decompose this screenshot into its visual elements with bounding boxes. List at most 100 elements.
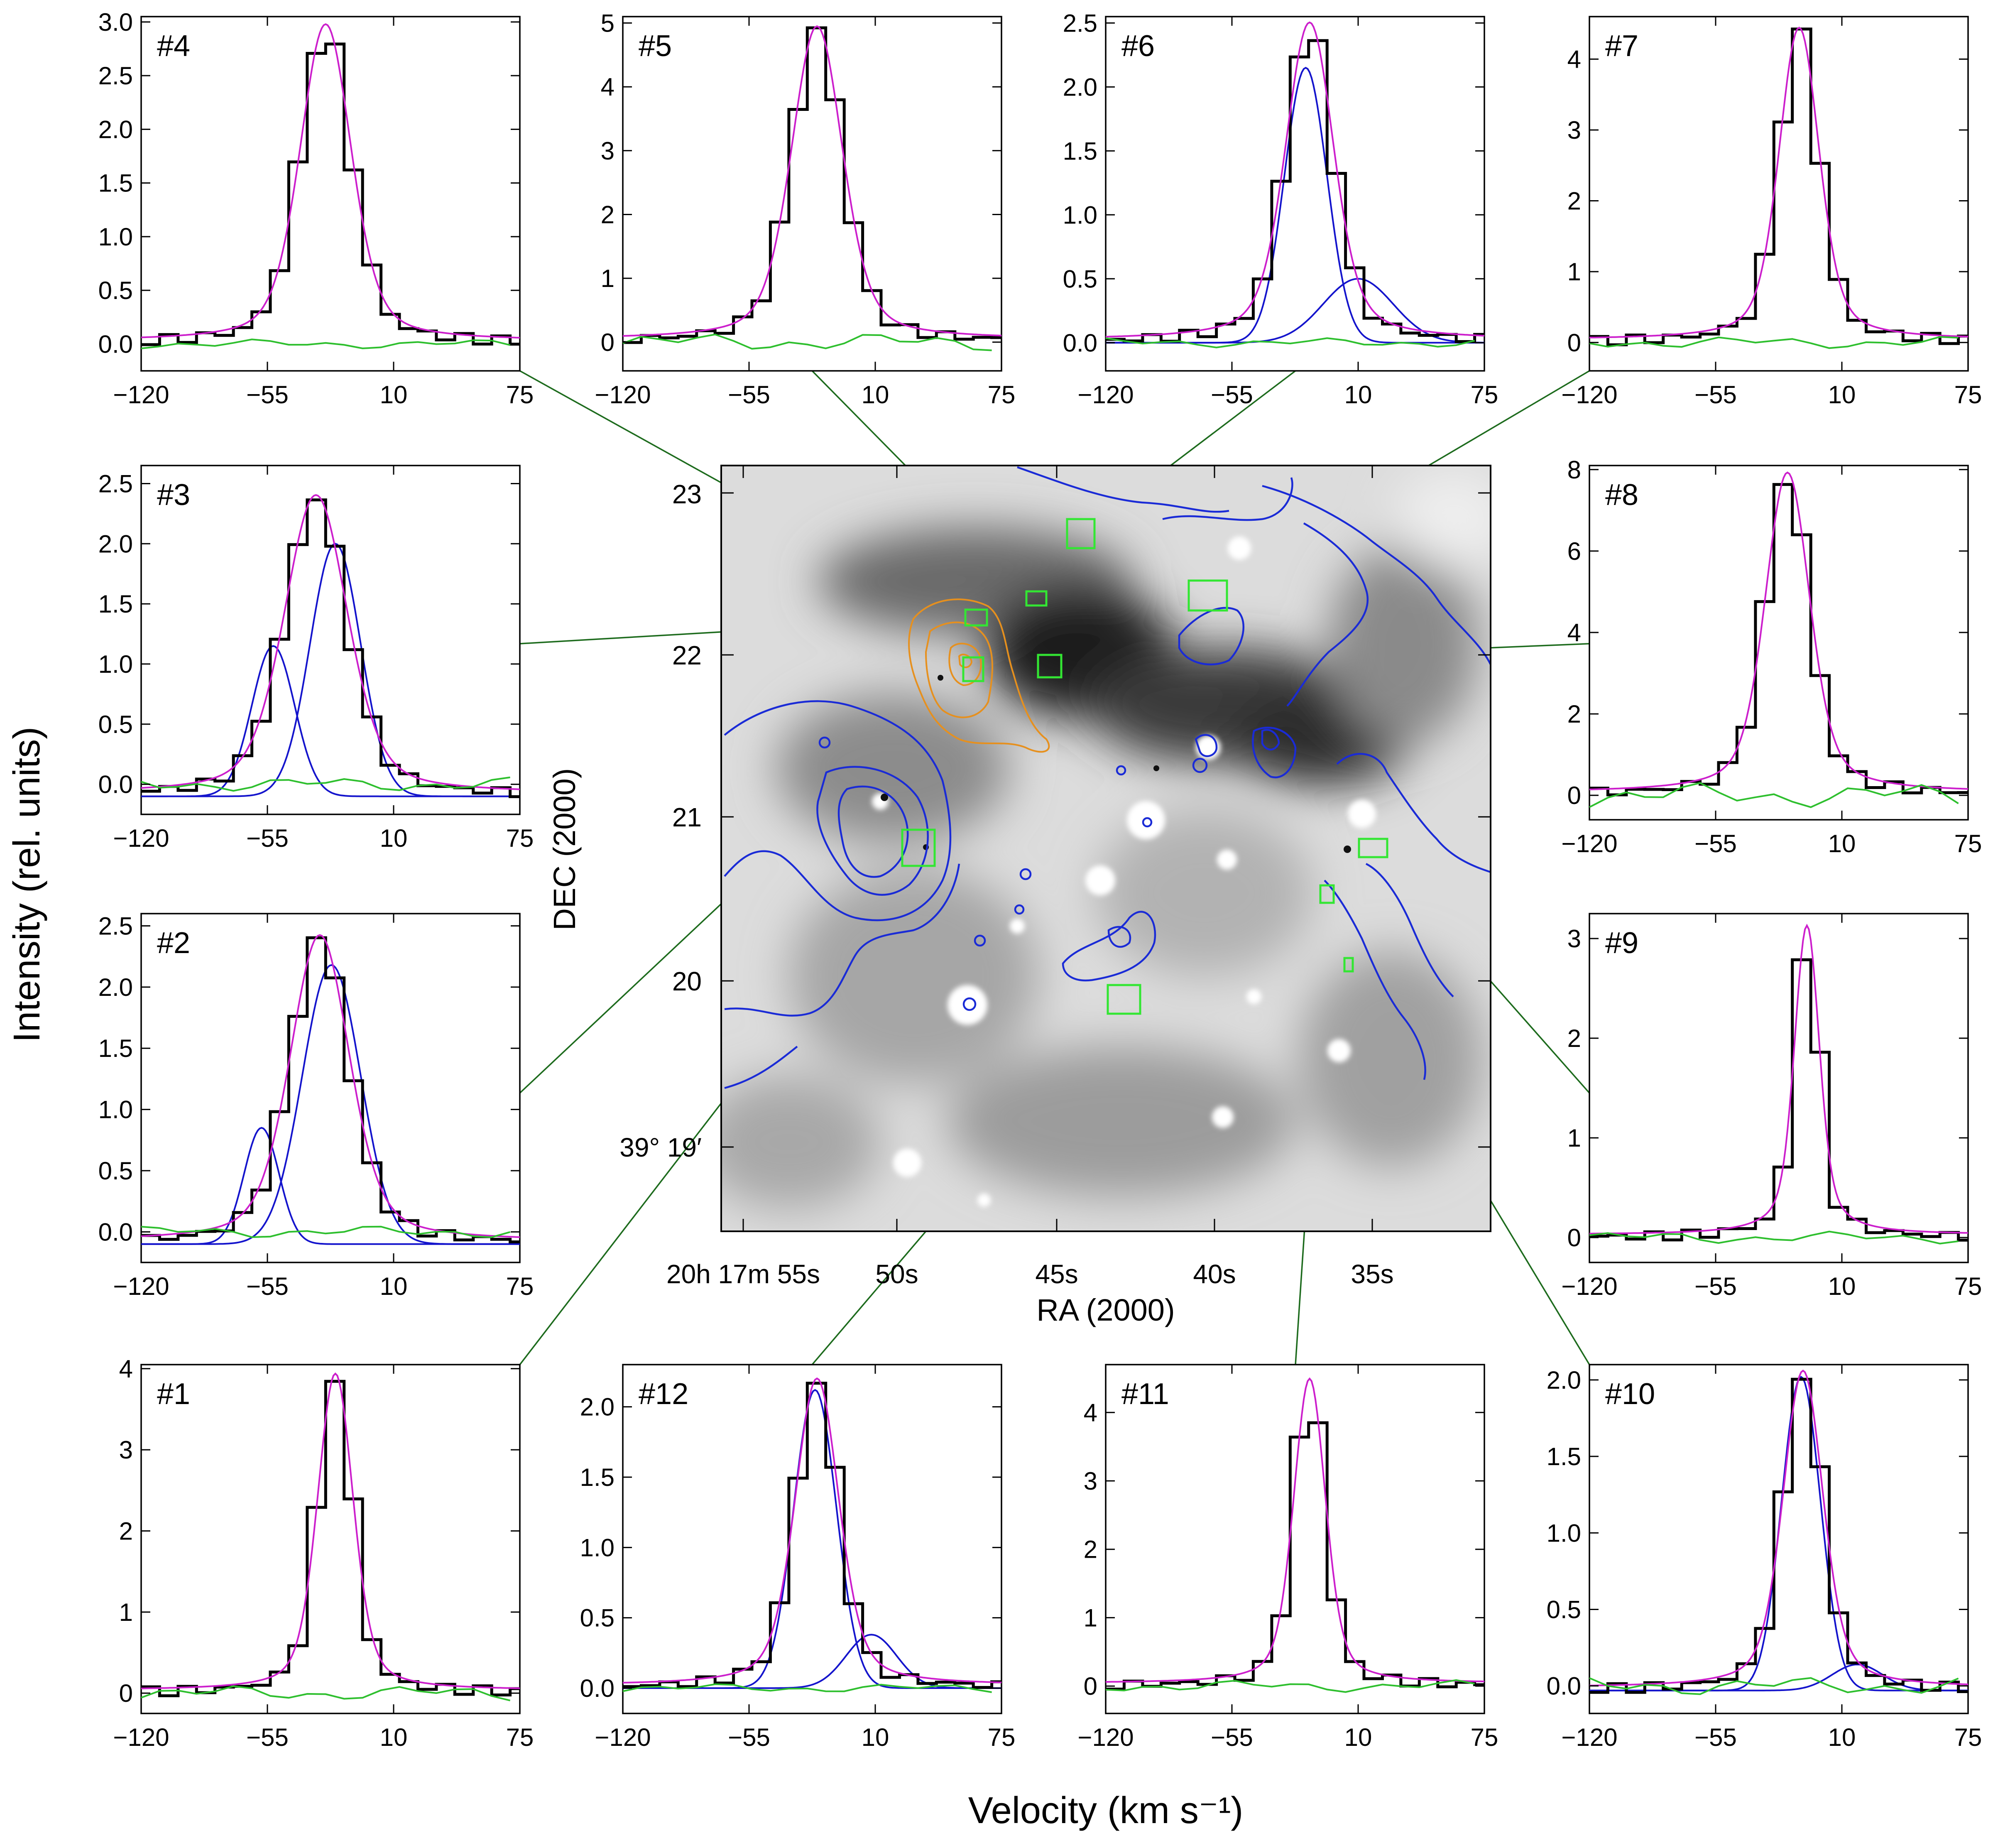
x-tick-label: 10 — [862, 1723, 889, 1751]
blue-contours — [724, 466, 1491, 1089]
y-tick-label: 0 — [119, 1679, 133, 1707]
y-tick-label: 2 — [1567, 187, 1581, 215]
x-tick-label: −55 — [1694, 1272, 1737, 1300]
residual — [141, 1225, 511, 1238]
x-tick-label: 75 — [1954, 1272, 1982, 1300]
y-tick-label: 1.0 — [580, 1534, 615, 1561]
x-tick-label: 75 — [1954, 1723, 1982, 1751]
ra-tick-label-35s: 35s — [1351, 1259, 1393, 1289]
y-tick-label: 4 — [1084, 1399, 1097, 1426]
x-tick-label: 75 — [1954, 381, 1982, 409]
panel-label: #10 — [1605, 1377, 1655, 1411]
residual — [141, 338, 511, 349]
y-tick-label: 2 — [119, 1517, 133, 1545]
total-fit — [1105, 21, 1485, 338]
x-tick-label: −55 — [246, 1272, 289, 1300]
y-tick-label: 4 — [601, 73, 615, 101]
y-tick-label: 4 — [119, 1355, 133, 1383]
observed-spectrum — [141, 1380, 520, 1697]
y-tick-label: 2.0 — [98, 973, 133, 1001]
x-tick-label: −55 — [1694, 381, 1737, 409]
x-tick-label: −120 — [595, 381, 651, 409]
y-tick-label: 3 — [1567, 925, 1581, 953]
component-fit-2 — [141, 543, 520, 797]
dec-tick-label-22: 22 — [672, 640, 702, 670]
x-tick-label: −120 — [113, 381, 169, 409]
observed-spectrum — [141, 936, 520, 1243]
y-axis-title: Intensity (rel. units) — [6, 727, 48, 1042]
y-tick-label: 3 — [1567, 116, 1581, 144]
total-fit — [141, 1372, 520, 1689]
y-tick-label: 1 — [119, 1598, 133, 1626]
x-tick-label: −55 — [728, 1723, 770, 1751]
panel-frame — [140, 1364, 521, 1714]
x-tick-label: 10 — [380, 1723, 408, 1751]
x-tick-label: 10 — [380, 824, 408, 852]
panel-label: #7 — [1605, 29, 1638, 63]
y-tick-label: 4 — [1567, 45, 1581, 73]
x-tick-label: −120 — [1077, 1723, 1134, 1751]
map-tick-marks — [721, 466, 1491, 1231]
y-tick-label: 0.0 — [98, 1218, 133, 1246]
observed-spectrum — [1589, 483, 1968, 797]
panel-label: #12 — [639, 1377, 688, 1411]
y-tick-label: 0 — [1084, 1672, 1097, 1700]
observed-spectrum — [1589, 27, 1968, 346]
y-tick-label: 4 — [1567, 619, 1581, 647]
y-tick-label: 1.5 — [98, 590, 133, 618]
residual — [141, 776, 510, 792]
x-tick-label: −120 — [113, 824, 169, 852]
panel-frame — [140, 16, 521, 372]
dec-tick-label-19: 39° 19′ — [619, 1132, 702, 1162]
observed-spectrum — [623, 1382, 1001, 1689]
spectrum-panel-3: −120 −55 10 75 0.0 0.5 1.0 1.5 2.0 2.5 #3 — [98, 465, 534, 852]
residual — [1589, 782, 1959, 808]
x-tick-label: 75 — [506, 824, 534, 852]
y-tick-label: 3 — [601, 137, 615, 165]
y-tick-label: 1.0 — [1547, 1519, 1581, 1547]
y-tick-label: 0.0 — [98, 771, 133, 799]
y-tick-label: 1.0 — [98, 1096, 133, 1124]
y-tick-label: 8 — [1567, 456, 1581, 484]
ra-tick-label-45s: 45s — [1035, 1259, 1078, 1289]
component-fit-2 — [1589, 1664, 1968, 1691]
map-image — [721, 466, 1491, 1231]
x-tick-label: −120 — [113, 1272, 169, 1300]
y-tick-label: 2.0 — [1547, 1366, 1581, 1394]
residual — [622, 1683, 992, 1693]
panel-label: #9 — [1605, 926, 1638, 960]
y-tick-label: 1 — [601, 265, 615, 292]
ra-axis-title: RA (2000) — [1036, 1293, 1175, 1327]
x-tick-label: −120 — [1561, 381, 1617, 409]
spectrum-panel-4: −120 −55 10 75 0.0 0.5 1.0 1.5 2.0 2.5 3.0 #4 — [98, 8, 534, 409]
panel-frame — [1105, 16, 1485, 372]
y-tick-label: 0 — [601, 328, 615, 356]
y-tick-label: 6 — [1567, 537, 1581, 565]
x-tick-label: 10 — [1828, 830, 1856, 858]
spectrum-panel-7: −120 −55 10 75 0 1 2 3 4 #7 — [1561, 16, 1982, 409]
spectrum-panel-2: −120 −55 10 75 0.0 0.5 1.0 1.5 2.0 2.5 #2 — [98, 912, 534, 1300]
y-tick-label: 0.5 — [1547, 1596, 1581, 1623]
dec-tick-label-21: 21 — [672, 802, 702, 832]
x-tick-label: −55 — [246, 824, 289, 852]
dec-axis-title: DEC (2000) — [547, 768, 582, 931]
spectrum-panel-11: −120 −55 10 75 0 1 2 3 4 #11 — [1077, 1364, 1498, 1751]
y-tick-label: 2.5 — [1063, 9, 1097, 37]
panel-frame — [1589, 1364, 1969, 1714]
x-tick-label: 75 — [1471, 381, 1498, 409]
dec-tick-label-20: 20 — [672, 966, 702, 996]
x-tick-label: −120 — [1077, 381, 1134, 409]
panel-frame — [140, 913, 521, 1263]
total-fit — [1106, 1377, 1485, 1683]
y-tick-label: 0 — [1567, 329, 1581, 357]
x-tick-label: 10 — [862, 381, 889, 409]
component-fit-2 — [141, 964, 520, 1245]
panel-label: #3 — [157, 478, 190, 512]
total-fit — [141, 494, 520, 790]
y-tick-label: 2 — [1084, 1536, 1097, 1564]
y-tick-label: 1 — [1567, 1124, 1581, 1152]
panel-frame — [1105, 1364, 1485, 1714]
total-fit — [1589, 27, 1969, 338]
panel-label: #6 — [1121, 29, 1155, 63]
